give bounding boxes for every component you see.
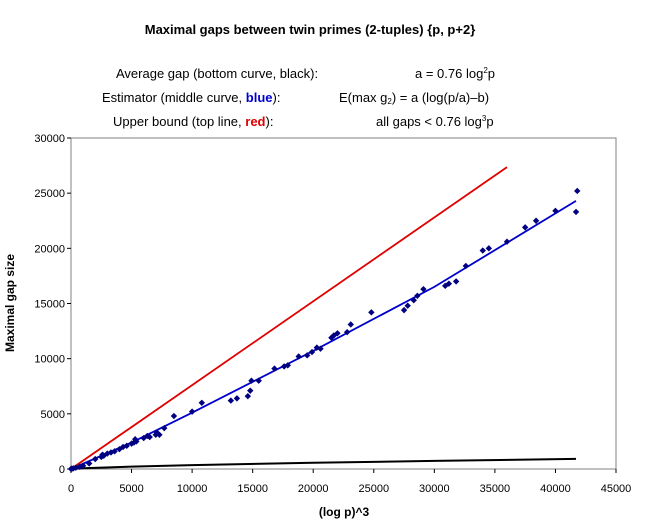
plot-frame [70, 137, 617, 470]
data-point [532, 217, 540, 224]
data-point [572, 208, 580, 216]
y-tick-label: 0 [59, 464, 65, 476]
x-tick-label: 25000 [358, 483, 389, 495]
data-point [85, 460, 93, 467]
data-point [485, 245, 493, 252]
average-gap-line [70, 457, 577, 470]
estimator-line [70, 200, 577, 470]
data-point [79, 462, 87, 469]
data-point [404, 302, 411, 309]
data-point [244, 392, 252, 400]
data-point [420, 285, 427, 293]
y-tick-label: 15000 [34, 299, 65, 311]
data-point [317, 345, 324, 352]
data-point [414, 292, 421, 299]
data-point [521, 224, 529, 231]
y-tick-label: 20000 [34, 243, 65, 255]
x-tick-label: 40000 [540, 483, 571, 495]
data-point [334, 330, 341, 337]
data-point [368, 309, 375, 316]
data-point [116, 445, 123, 453]
data-point [445, 280, 453, 287]
y-tick-label: 30000 [34, 133, 65, 145]
x-tick-label: 35000 [480, 483, 511, 495]
data-point [233, 395, 241, 402]
y-axis-label: Maximal gap size [3, 254, 17, 352]
data-point [552, 207, 559, 215]
legend-estimator-label: Estimator (middle curve, blue): [102, 90, 281, 105]
x-tick-label: 45000 [601, 483, 632, 495]
data-point [92, 455, 99, 463]
data-point [247, 387, 254, 394]
data-point [462, 262, 470, 270]
data-point [227, 397, 235, 404]
data-point [303, 352, 311, 359]
x-tick-label: 20000 [298, 483, 329, 495]
data-point [156, 431, 163, 438]
data-point [100, 452, 107, 459]
data-point [347, 321, 354, 328]
legend-average-formula: a = 0.76 log2p [415, 66, 495, 81]
data-point [308, 348, 316, 356]
chart-title: Maximal gaps between twin primes (2-tupl… [144, 22, 476, 37]
legend-upper-formula: all gaps < 0.76 log3p [376, 114, 494, 129]
data-point [271, 365, 278, 372]
data-point [410, 296, 417, 304]
x-tick-label: 0 [68, 483, 74, 495]
data-point [188, 408, 196, 415]
data-point [452, 278, 460, 285]
data-point [123, 442, 130, 450]
data-point [146, 433, 153, 441]
y-tick-label: 10000 [34, 354, 65, 366]
data-point [343, 328, 351, 336]
data-point [161, 424, 168, 432]
data-point [111, 448, 118, 455]
data-point [295, 353, 302, 360]
data-point [133, 438, 140, 445]
data-point [170, 412, 178, 420]
y-tick-label: 25000 [34, 188, 65, 200]
legend-upper-label: Upper bound (top line, red): [113, 114, 274, 129]
data-point [574, 187, 581, 195]
data-point [248, 377, 255, 384]
data-point [479, 247, 486, 254]
data-point [198, 399, 205, 406]
legend-estimator-formula: E(max g2) = a (log(p/a)–b) [339, 90, 490, 106]
x-axis-label: (log p)^3 [319, 505, 370, 519]
x-tick-label: 15000 [237, 483, 268, 495]
data-point [503, 238, 511, 245]
x-tick-label: 30000 [419, 483, 450, 495]
data-point [76, 463, 83, 470]
upper-bound-line [70, 166, 508, 470]
data-point [400, 306, 408, 314]
data-point [284, 362, 291, 369]
data-point [153, 429, 161, 436]
data-point [255, 377, 262, 384]
x-tick-label: 5000 [119, 483, 143, 495]
y-tick-label: 5000 [41, 409, 65, 421]
x-tick-label: 10000 [177, 483, 208, 495]
legend-average-label: Average gap (bottom curve, black): [116, 66, 319, 81]
